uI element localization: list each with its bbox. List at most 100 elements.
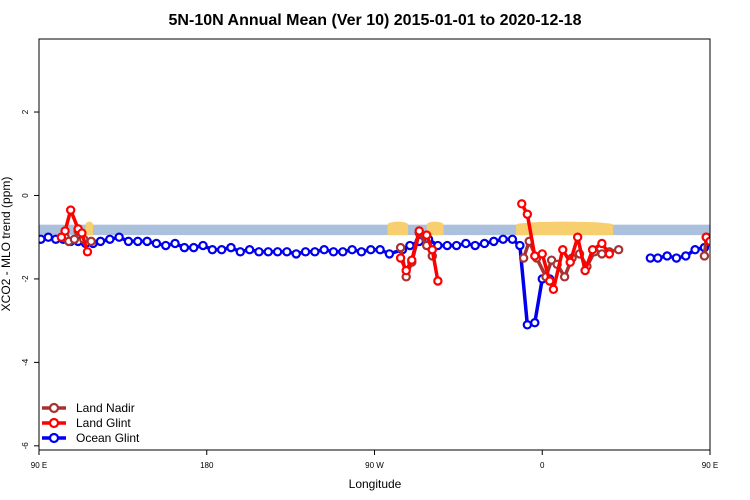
ocean-glint-point-39	[384, 249, 395, 259]
ocean-glint-point-67	[729, 234, 736, 241]
land-glint-point-20	[565, 257, 575, 267]
ocean-glint-point-22	[226, 242, 236, 253]
y-tick-label-4: -6	[21, 442, 30, 450]
coverage-band	[39, 221, 710, 236]
ocean-glint-point-9	[105, 234, 115, 244]
ocean-glint-point-10	[114, 232, 124, 242]
ocean-glint-point-30	[300, 247, 311, 257]
ocean-glint-point-49	[479, 238, 490, 249]
ocean-glint-point-32	[319, 245, 329, 255]
ocean-glint-point-19	[198, 240, 208, 251]
land-band-segment-1	[387, 224, 409, 236]
y-tick-label-2: -2	[21, 275, 30, 283]
ocean-glint-point-60	[662, 251, 672, 261]
ocean-glint-point-37	[366, 245, 376, 255]
ocean-glint-point-61	[671, 253, 682, 263]
ocean-glint-point-48	[470, 240, 480, 251]
ocean-glint-point-54	[522, 320, 533, 330]
land-band-cap-3	[516, 221, 614, 228]
land-glint-point-21	[572, 232, 583, 242]
ocean-glint-point-34	[338, 247, 348, 257]
ocean-glint-point-25	[254, 247, 264, 257]
land-glint-point-25	[604, 249, 615, 259]
land-glint-point-19	[558, 245, 568, 255]
land-nadir-point-2	[69, 234, 80, 244]
land-band-cap-2	[426, 221, 444, 228]
legend-item-ocean-glint: Ocean Glint	[42, 431, 140, 445]
ocean-glint-point-14	[151, 238, 162, 249]
land-nadir-point-25	[613, 245, 624, 255]
land-glint-point-16	[537, 249, 547, 259]
land-glint-point-23	[587, 245, 598, 255]
y-tick-label-0: 2	[21, 109, 30, 114]
ocean-glint-point-46	[451, 240, 462, 251]
ocean-glint-point-1	[43, 232, 54, 242]
ocean-glint-point-53	[515, 240, 525, 251]
ocean-glint-point-31	[310, 247, 320, 257]
y-tick-label-1: 0	[21, 193, 30, 198]
ocean-glint-point-41	[405, 240, 415, 251]
x-tick-label-4: 90 E	[702, 461, 718, 470]
land-glint-point-5	[82, 247, 93, 257]
x-tick-label-0: 90 E	[31, 461, 47, 470]
ocean-glint-point-26	[263, 247, 273, 257]
ocean-glint-point-15	[161, 240, 171, 251]
legend-marker-land-glint	[48, 417, 60, 429]
land-glint-point-8	[407, 255, 417, 265]
ocean-glint-point-12	[133, 236, 143, 247]
land-nadir-point-23	[597, 249, 607, 259]
ocean-glint-point-11	[123, 236, 134, 247]
x-axis: 90 E 180 90 W 0 90 E	[31, 450, 718, 470]
land-nadir-point-26	[699, 251, 710, 261]
land-nadir-point-6	[395, 242, 406, 253]
ocean-glint-point-63	[690, 245, 700, 255]
ocean-glint-point-68	[738, 236, 745, 243]
land-glint-point-24	[597, 238, 607, 249]
land-glint-point-14	[522, 209, 533, 219]
series-ocean-glint	[39, 232, 745, 330]
ocean-glint-point-38	[375, 245, 385, 255]
land-glint-point-7	[401, 265, 411, 276]
land-nadir-point-5	[86, 236, 96, 247]
land-glint-point-9	[414, 226, 424, 236]
land-band-segment-0	[85, 224, 94, 236]
land-glint-point-18	[548, 284, 559, 295]
legend-label-land-nadir: Land Nadir	[76, 401, 135, 415]
ocean-glint-point-17	[179, 242, 190, 253]
ocean-glint-point-20	[207, 245, 218, 255]
x-tick-label-2: 90 W	[365, 461, 384, 470]
ocean-glint-point-36	[356, 247, 367, 257]
ocean-glint-point-52	[507, 234, 518, 244]
ocean-glint-point-8	[95, 236, 106, 247]
ocean-glint-point-66	[719, 236, 726, 243]
x-axis-label: Longitude	[349, 477, 402, 491]
ocean-band	[39, 224, 710, 236]
chart-title: 5N-10N Annual Mean (Ver 10) 2015-01-01 t…	[169, 12, 582, 29]
land-glint-point-4	[77, 228, 87, 238]
ocean-glint-point-65	[709, 238, 710, 245]
land-glint-point-13	[517, 199, 527, 209]
ocean-glint-point-33	[328, 247, 339, 257]
ocean-glint-point-50	[489, 236, 499, 247]
x-tick-label-3: 0	[540, 461, 545, 470]
land-glint-point-12	[433, 276, 443, 286]
land-nadir-point-28	[714, 236, 721, 243]
ocean-glint-point-62	[681, 251, 691, 261]
ocean-glint-point-47	[461, 238, 471, 249]
y-tick-label-3: -4	[21, 358, 30, 366]
ocean-glint-line-0	[40, 235, 550, 327]
land-glint-point-1	[60, 226, 70, 236]
ocean-glint-point-23	[235, 247, 245, 257]
y-axis-label: XCO2 - MLO trend (ppm)	[0, 177, 13, 312]
land-nadir-point-12	[518, 253, 529, 263]
land-glint-point-2	[65, 205, 76, 215]
ocean-glint-point-18	[189, 242, 199, 253]
ocean-glint-point-16	[170, 238, 180, 249]
legend-item-land-glint: Land Glint	[42, 416, 131, 430]
land-glint-point-17	[545, 276, 555, 286]
ocean-glint-point-55	[530, 318, 540, 328]
ocean-glint-point-24	[244, 245, 255, 255]
land-band-segment-3	[516, 224, 614, 236]
